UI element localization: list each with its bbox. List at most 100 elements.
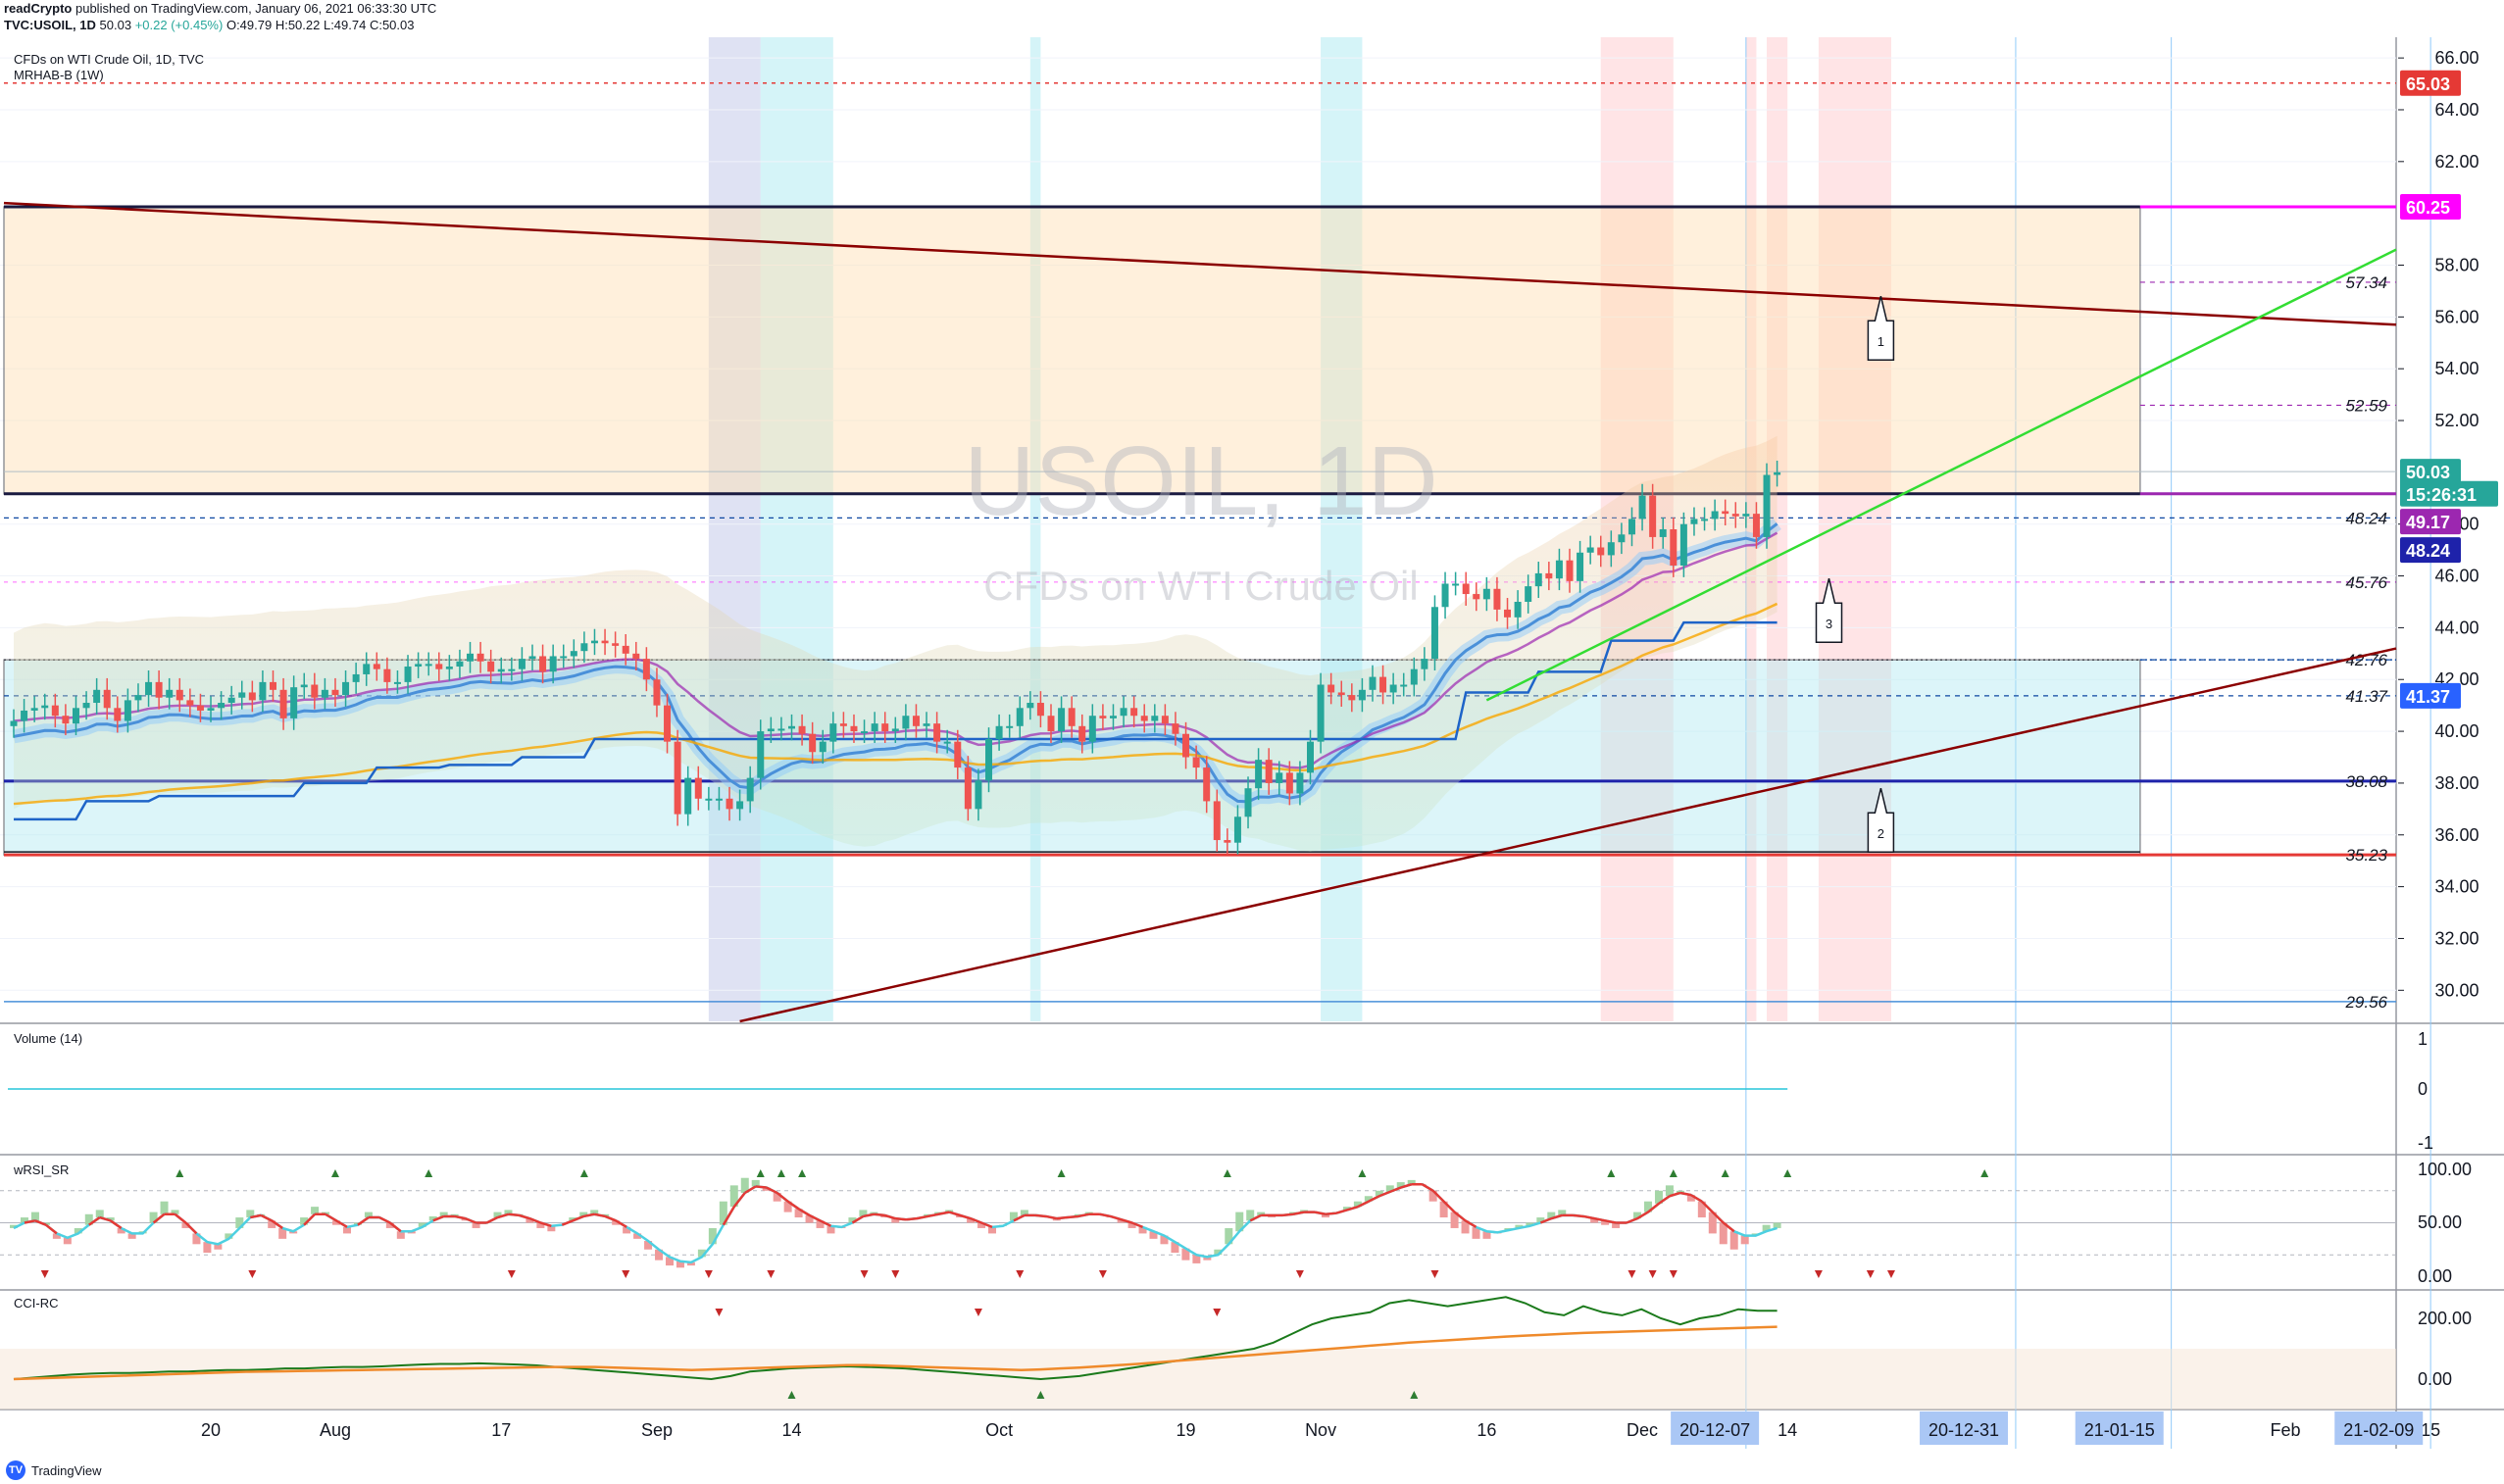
candle-body[interactable] bbox=[923, 723, 930, 726]
candle-body[interactable] bbox=[705, 798, 713, 801]
candle-body[interactable] bbox=[1151, 716, 1159, 721]
candle-body[interactable] bbox=[954, 741, 962, 768]
candle-body[interactable] bbox=[1410, 668, 1418, 685]
candle-body[interactable] bbox=[912, 716, 920, 726]
candle-body[interactable] bbox=[757, 731, 765, 778]
axis-label[interactable]: 34.00 bbox=[2434, 877, 2479, 897]
candle-body[interactable] bbox=[445, 667, 453, 669]
time-axis-label[interactable]: 20 bbox=[201, 1420, 221, 1440]
candle-body[interactable] bbox=[404, 667, 412, 682]
candle-body[interactable] bbox=[1690, 519, 1698, 524]
descending-trendline[interactable] bbox=[3, 201, 2397, 326]
time-axis-label[interactable]: 16 bbox=[1477, 1420, 1496, 1440]
candle-body[interactable] bbox=[1577, 552, 1584, 581]
candle-body[interactable] bbox=[1047, 716, 1055, 732]
candle-body[interactable] bbox=[1192, 757, 1200, 768]
candle-body[interactable] bbox=[788, 725, 795, 729]
time-axis-label[interactable]: Nov bbox=[1305, 1420, 1336, 1440]
candle-body[interactable] bbox=[41, 705, 49, 709]
time-axis-label[interactable]: Aug bbox=[320, 1420, 351, 1440]
candle-body[interactable] bbox=[1545, 572, 1553, 579]
time-axis-label[interactable]: Oct bbox=[985, 1420, 1013, 1440]
candle-body[interactable] bbox=[1452, 583, 1460, 586]
axis-label[interactable]: 38.00 bbox=[2434, 773, 2479, 793]
candle-body[interactable] bbox=[1172, 723, 1179, 734]
candle-body[interactable] bbox=[549, 656, 557, 672]
candle-body[interactable] bbox=[943, 741, 951, 744]
axis-label[interactable]: 62.00 bbox=[2434, 152, 2479, 172]
candle-body[interactable] bbox=[30, 708, 38, 711]
candle-body[interactable] bbox=[290, 687, 298, 718]
candle-body[interactable] bbox=[1068, 708, 1076, 726]
time-axis-label[interactable]: 15 bbox=[2421, 1420, 2440, 1440]
candle-body[interactable] bbox=[809, 733, 817, 753]
candle-body[interactable] bbox=[891, 728, 899, 732]
candle-body[interactable] bbox=[632, 653, 640, 660]
candle-body[interactable] bbox=[1327, 684, 1335, 693]
candle-body[interactable] bbox=[497, 668, 505, 672]
candle-body[interactable] bbox=[1752, 514, 1760, 537]
candle-body[interactable] bbox=[767, 728, 775, 732]
candle-body[interactable] bbox=[580, 643, 588, 652]
candle-body[interactable] bbox=[601, 640, 609, 644]
axis-label[interactable]: 36.00 bbox=[2434, 825, 2479, 845]
candle-body[interactable] bbox=[248, 692, 256, 701]
candle-body[interactable] bbox=[1130, 708, 1138, 717]
candle-body[interactable] bbox=[1337, 692, 1345, 696]
time-axis-label[interactable]: 14 bbox=[781, 1420, 801, 1440]
candle-body[interactable] bbox=[1504, 609, 1512, 618]
candle-body[interactable] bbox=[1203, 767, 1211, 802]
axis-label[interactable]: 46.00 bbox=[2434, 567, 2479, 586]
time-axis-label[interactable]: Dec bbox=[1627, 1420, 1658, 1440]
candle-body[interactable] bbox=[62, 716, 70, 724]
candle-body[interactable] bbox=[726, 798, 733, 810]
candle-body[interactable] bbox=[933, 723, 941, 742]
candle-body[interactable] bbox=[155, 681, 163, 698]
candle-body[interactable] bbox=[279, 689, 287, 718]
axis-label[interactable]: 66.00 bbox=[2434, 48, 2479, 68]
candle-body[interactable] bbox=[1774, 471, 1781, 475]
candle-body[interactable] bbox=[1731, 514, 1739, 517]
candle-body[interactable] bbox=[736, 801, 744, 810]
candle-body[interactable] bbox=[1224, 840, 1231, 843]
candle-body[interactable] bbox=[1597, 547, 1605, 556]
candle-body[interactable] bbox=[975, 780, 982, 810]
candle-body[interactable] bbox=[1379, 676, 1387, 693]
candle-body[interactable] bbox=[1006, 725, 1014, 728]
candle-body[interactable] bbox=[850, 725, 858, 732]
candle-body[interactable] bbox=[1276, 772, 1283, 783]
candle-body[interactable] bbox=[124, 700, 131, 721]
axis-label[interactable]: 52.00 bbox=[2434, 411, 2479, 430]
candle-body[interactable] bbox=[145, 681, 153, 696]
candle-body[interactable] bbox=[238, 692, 246, 698]
time-axis-label[interactable]: 17 bbox=[491, 1420, 511, 1440]
candle-body[interactable] bbox=[1514, 601, 1522, 618]
candle-body[interactable] bbox=[393, 681, 401, 684]
candle-body[interactable] bbox=[1016, 708, 1024, 726]
candle-body[interactable] bbox=[207, 708, 215, 711]
candle-body[interactable] bbox=[570, 651, 577, 657]
symbol[interactable]: TVC:USOIL, 1D bbox=[4, 18, 96, 32]
candle-body[interactable] bbox=[1482, 588, 1490, 600]
candle-body[interactable] bbox=[352, 673, 360, 682]
candle-body[interactable] bbox=[1638, 495, 1646, 519]
axis-label[interactable]: 32.00 bbox=[2434, 928, 2479, 948]
candle-body[interactable] bbox=[383, 668, 391, 682]
candle-body[interactable] bbox=[103, 689, 111, 709]
candle-body[interactable] bbox=[798, 725, 806, 734]
candle-body[interactable] bbox=[1493, 588, 1501, 610]
candle-body[interactable] bbox=[82, 703, 90, 709]
axis-label[interactable]: 54.00 bbox=[2434, 359, 2479, 378]
ascending-trendline[interactable] bbox=[739, 647, 2397, 1023]
candle-body[interactable] bbox=[1679, 523, 1687, 566]
candle-body[interactable] bbox=[1711, 511, 1719, 519]
candle-body[interactable] bbox=[1348, 695, 1356, 701]
candle-body[interactable] bbox=[1649, 495, 1657, 537]
candle-body[interactable] bbox=[456, 661, 464, 668]
candle-body[interactable] bbox=[259, 681, 267, 701]
candle-body[interactable] bbox=[1109, 716, 1117, 718]
candle-body[interactable] bbox=[1400, 684, 1408, 687]
axis-label[interactable]: 44.00 bbox=[2434, 618, 2479, 637]
time-axis-label[interactable]: Sep bbox=[641, 1420, 673, 1440]
candle-body[interactable] bbox=[694, 777, 702, 799]
